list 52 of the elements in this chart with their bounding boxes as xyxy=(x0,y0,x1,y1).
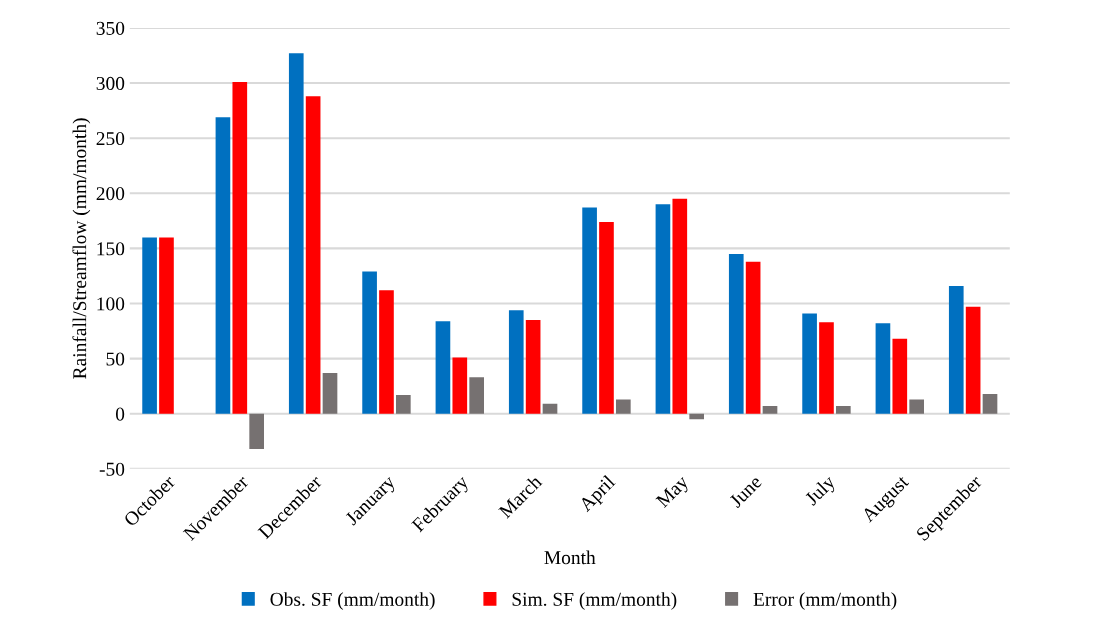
bar xyxy=(689,413,704,420)
bar xyxy=(232,81,248,414)
bar xyxy=(542,403,558,414)
bar xyxy=(362,271,377,414)
bar xyxy=(836,406,851,414)
bar xyxy=(672,198,688,414)
bar xyxy=(599,221,614,414)
y-tick-label: -50 xyxy=(99,462,125,476)
x-axis-title: Month xyxy=(544,550,596,565)
x-tick-label: May xyxy=(655,474,693,511)
bar xyxy=(892,338,908,414)
y-tick-label: 100 xyxy=(97,297,125,311)
bar xyxy=(762,406,778,414)
bar xyxy=(655,204,671,414)
bar xyxy=(728,253,744,414)
bar xyxy=(305,96,321,414)
bar xyxy=(435,321,451,414)
bar xyxy=(819,322,834,414)
y-tick-label: 50 xyxy=(106,352,125,366)
bar xyxy=(802,313,817,414)
y-tick-label: 0 xyxy=(115,407,125,421)
bar xyxy=(322,372,338,414)
bar xyxy=(379,290,394,414)
legend-label: Obs. SF (mm/month) xyxy=(270,592,435,610)
legend-label: Error (mm/month) xyxy=(753,592,897,610)
y-tick-label: 250 xyxy=(96,131,125,146)
bar xyxy=(965,306,981,414)
bar xyxy=(469,377,484,414)
bar xyxy=(875,323,891,414)
bar xyxy=(142,237,157,414)
bar xyxy=(582,207,597,414)
y-axis-title: Rainfall/Streamflow (mm/month) xyxy=(72,118,91,379)
bar xyxy=(215,117,231,414)
y-tick-label: 350 xyxy=(96,21,125,35)
bar xyxy=(159,237,174,414)
bar xyxy=(396,395,411,414)
bar xyxy=(525,320,541,414)
bar xyxy=(452,357,468,414)
bar xyxy=(249,413,264,450)
bar xyxy=(745,261,761,414)
bar xyxy=(982,393,998,414)
bar xyxy=(948,285,964,414)
bar xyxy=(616,399,631,414)
y-tick-label: 150 xyxy=(97,242,125,256)
y-tick-label: 200 xyxy=(96,187,125,201)
x-tick-label: June xyxy=(728,474,763,509)
bar xyxy=(909,399,924,414)
bar xyxy=(508,310,524,414)
legend-label: Sim. SF (mm/month) xyxy=(512,592,677,610)
y-tick-label: 300 xyxy=(96,76,125,90)
x-tick-label: July xyxy=(803,473,839,509)
bar xyxy=(288,53,304,414)
